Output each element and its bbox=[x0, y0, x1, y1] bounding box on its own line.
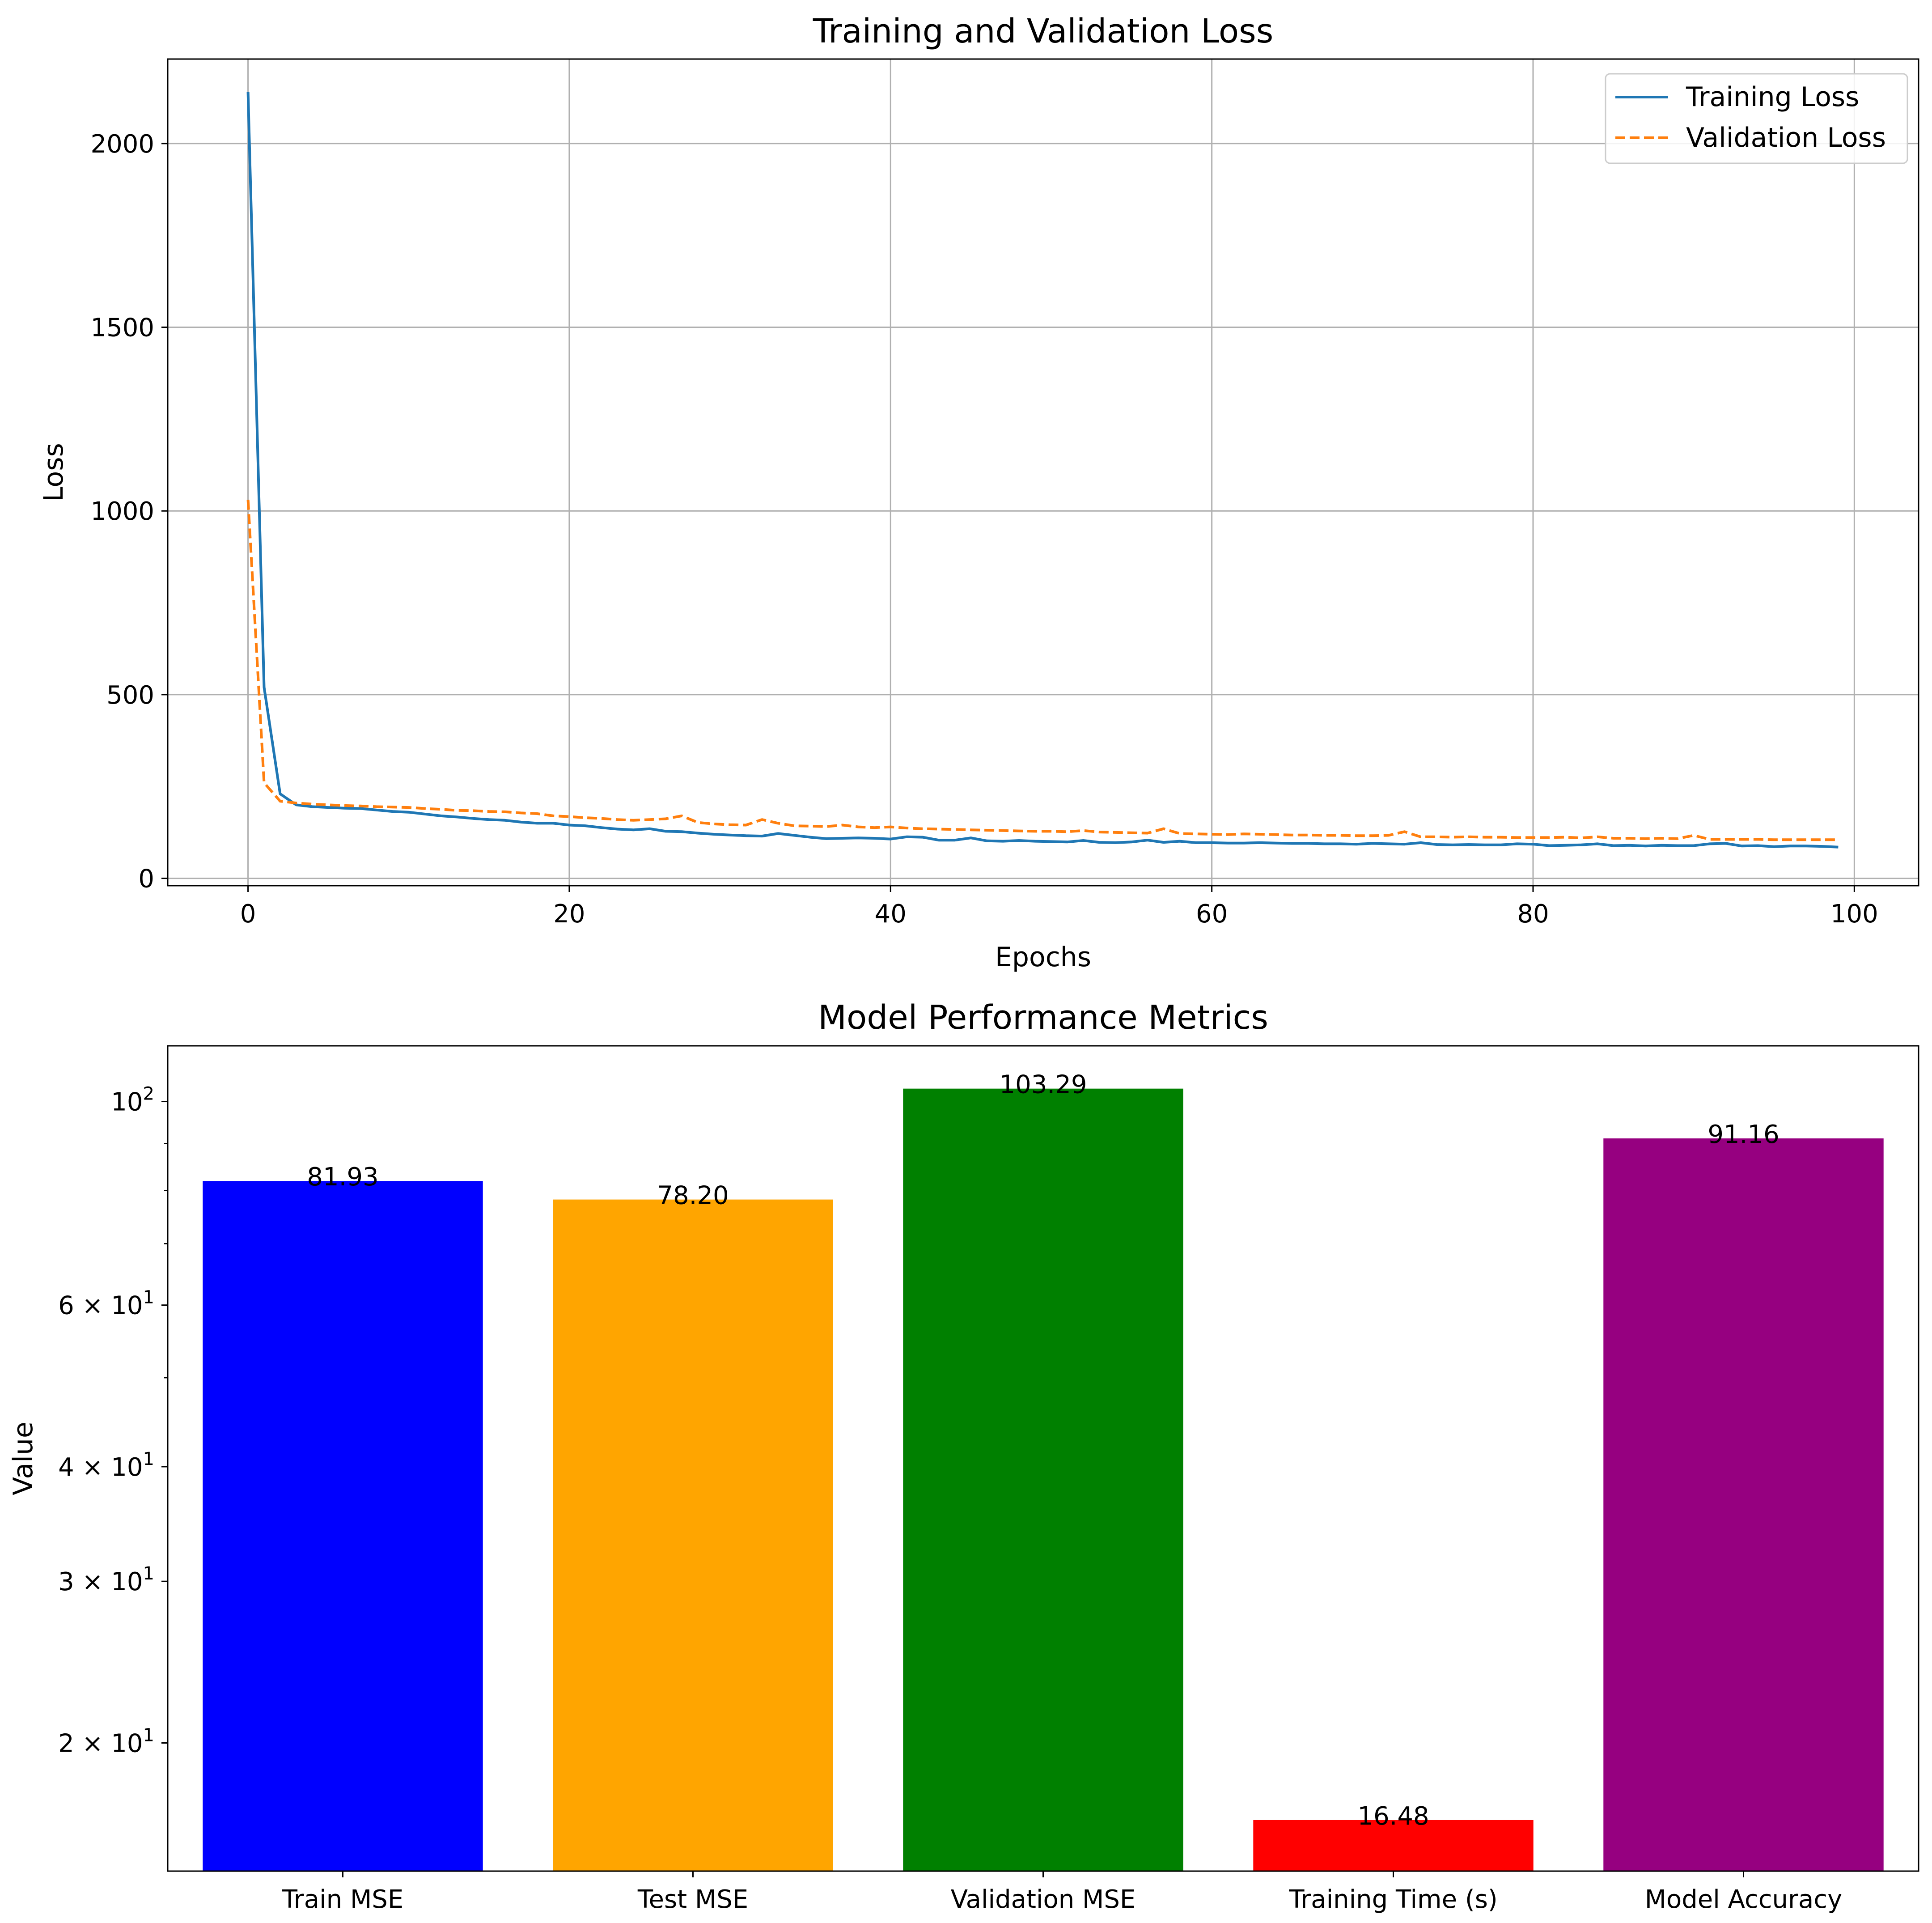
metrics-x-tick-label: Validation MSE bbox=[951, 1885, 1136, 1914]
loss-x-tick-label: 40 bbox=[875, 900, 907, 929]
bar-train-mse bbox=[203, 1181, 483, 1871]
loss-chart-title: Training and Validation Loss bbox=[813, 12, 1274, 51]
loss-x-tick-label: 0 bbox=[240, 900, 256, 929]
metrics-y-tick-label: 4 × 101 bbox=[58, 1449, 154, 1482]
loss-chart-y-axis-label: Loss bbox=[38, 443, 69, 502]
loss-y-tick-label: 500 bbox=[106, 681, 154, 710]
metrics-y-tick-label: 3 × 101 bbox=[58, 1563, 154, 1596]
bar-model-accuracy bbox=[1603, 1138, 1884, 1871]
bar-validation-mse bbox=[903, 1088, 1183, 1871]
loss-chart-legend: Training Loss Validation Loss bbox=[1605, 73, 1908, 164]
metrics-y-tick-label: 6 × 101 bbox=[58, 1287, 154, 1320]
loss-chart-frame bbox=[167, 58, 1919, 887]
metrics-data-labels: 81.93 78.20 103.29 16.48 91.16 bbox=[307, 1070, 1779, 1831]
loss-y-tick-label: 1000 bbox=[90, 497, 154, 526]
metrics-bar-chart: Train MSE Test MSE Validation MSE Training … bbox=[8, 998, 1919, 1914]
loss-y-tick-label: 2000 bbox=[90, 130, 154, 159]
series-line-training-loss bbox=[246, 92, 1839, 849]
loss-x-tick-label: 80 bbox=[1517, 900, 1549, 929]
bar-value-label: 91.16 bbox=[1707, 1120, 1779, 1149]
metrics-chart-y-axis-label: Value bbox=[8, 1422, 39, 1495]
bar-test-mse bbox=[553, 1199, 833, 1871]
loss-y-tick-label: 0 bbox=[138, 865, 154, 894]
metrics-chart-title: Model Performance Metrics bbox=[818, 998, 1268, 1037]
bar-value-label: 16.48 bbox=[1357, 1802, 1429, 1831]
loss-x-tick-label: 20 bbox=[553, 900, 585, 929]
loss-x-tick-label: 60 bbox=[1196, 900, 1228, 929]
metrics-x-tick-label: Model Accuracy bbox=[1645, 1885, 1843, 1914]
bar-value-label: 78.20 bbox=[657, 1181, 729, 1210]
metrics-chart-ticks: Train MSE Test MSE Validation MSE Training … bbox=[58, 1084, 1842, 1914]
series-line-validation-loss bbox=[246, 500, 1839, 841]
loss-y-tick-label: 1500 bbox=[90, 314, 154, 343]
bar-value-label: 103.29 bbox=[1000, 1070, 1087, 1099]
loss-chart-series bbox=[246, 92, 1839, 849]
metrics-y-tick-label: 2 × 101 bbox=[58, 1725, 154, 1758]
metrics-x-tick-label: Train MSE bbox=[282, 1885, 403, 1914]
bar-training-time-s bbox=[1253, 1820, 1534, 1871]
loss-x-tick-label: 100 bbox=[1830, 900, 1878, 929]
metrics-x-tick-label: Training Time (s) bbox=[1288, 1885, 1497, 1914]
metrics-x-tick-label: Test MSE bbox=[637, 1885, 748, 1914]
loss-chart-x-axis-label: Epochs bbox=[995, 942, 1091, 973]
bar-value-label: 81.93 bbox=[307, 1163, 378, 1192]
legend-box bbox=[1605, 73, 1908, 164]
metrics-y-tick-label: 102 bbox=[111, 1084, 154, 1117]
legend-label-training-loss: Training Loss bbox=[1686, 81, 1859, 113]
legend-label-validation-loss: Validation Loss bbox=[1686, 122, 1886, 153]
metrics-bars bbox=[203, 1088, 1884, 1871]
